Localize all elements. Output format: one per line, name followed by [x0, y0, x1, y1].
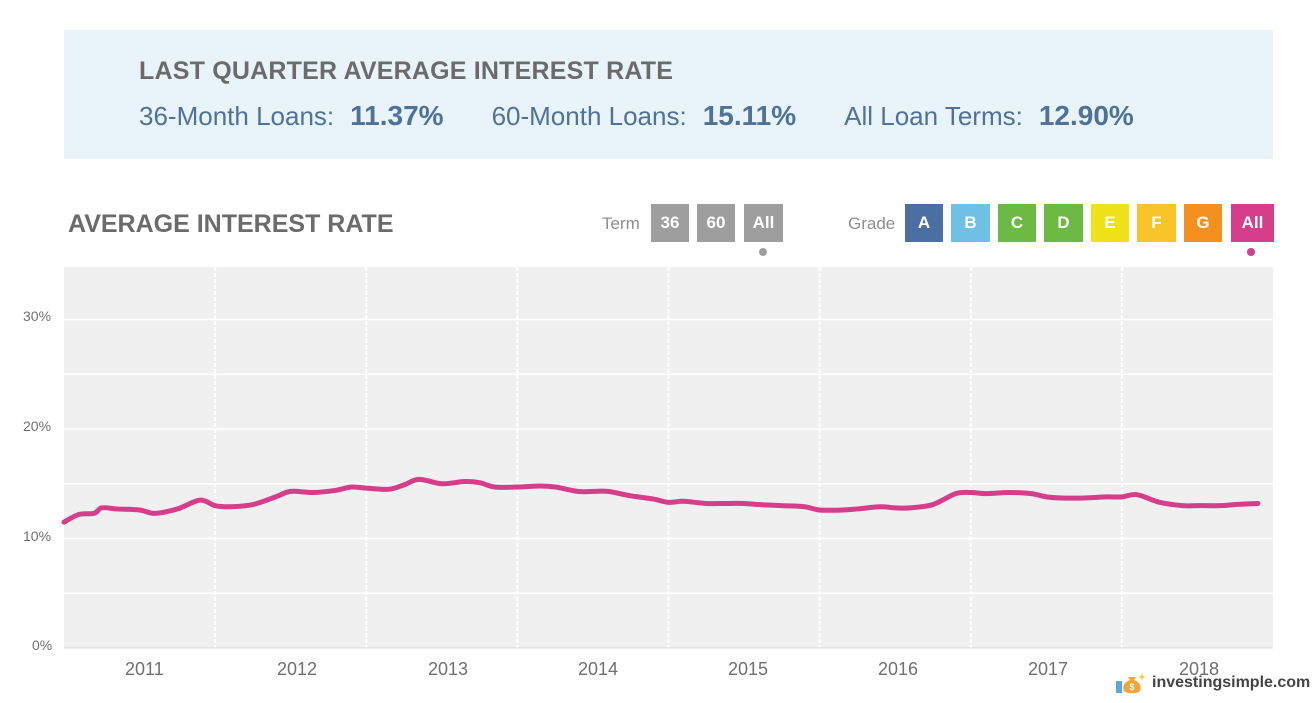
y-tick-label-20: 20% — [23, 418, 52, 434]
x-tick-label-2015: 2015 — [728, 659, 769, 679]
x-tick-label-2016: 2016 — [878, 659, 919, 679]
grade-button-a[interactable]: A — [905, 204, 943, 242]
term-button-36[interactable]: 36 — [651, 204, 689, 242]
series-line-all-grades — [61, 476, 1261, 525]
grade-selected-indicator — [1247, 248, 1255, 256]
x-tick-label-2017: 2017 — [1028, 659, 1069, 679]
stat-all-terms: All Loan Terms: 12.90% — [844, 100, 1134, 132]
x-tick-label-2018: 2018 — [1179, 659, 1220, 679]
x-tick-label-2014: 2014 — [578, 659, 619, 679]
stat-label: All Loan Terms: — [844, 101, 1023, 131]
term-filter-label: Term — [602, 214, 640, 233]
money-bag-icon: $ — [1116, 673, 1146, 694]
grade-filter-label: Grade — [848, 214, 896, 233]
stat-label: 36-Month Loans: — [139, 101, 335, 131]
grade-button-g[interactable]: G — [1184, 204, 1222, 242]
stat-value: 11.37% — [350, 100, 444, 131]
chart-title: AVERAGE INTEREST RATE — [68, 210, 394, 238]
stat-value: 12.90% — [1038, 100, 1134, 131]
y-tick-label-30: 30% — [23, 308, 52, 324]
grade-button-d[interactable]: D — [1044, 204, 1083, 242]
x-tick-label-2012: 2012 — [277, 659, 318, 679]
x-tick-label-2011: 2011 — [125, 659, 164, 679]
stat-value: 15.11% — [702, 100, 797, 131]
stat-label: 60-Month Loans: — [491, 101, 687, 131]
summary-title: LAST QUARTER AVERAGE INTEREST RATE — [139, 57, 674, 85]
brand-name: investingsimple.com — [1152, 674, 1311, 691]
term-selected-indicator — [759, 248, 767, 256]
x-tick-label-2013: 2013 — [428, 659, 469, 679]
term-button-60[interactable]: 60 — [697, 204, 735, 242]
y-tick-label-10: 10% — [23, 528, 52, 544]
grade-button-e[interactable]: E — [1091, 204, 1129, 242]
stat-36-month: 36-Month Loans: 11.37% — [139, 100, 444, 132]
grade-button-all[interactable]: All — [1231, 204, 1274, 242]
summary-stats: 36-Month Loans: 11.37% 60-Month Loans: 1… — [139, 100, 1182, 132]
y-tick-label-0: 0% — [32, 637, 53, 653]
stat-60-month: 60-Month Loans: 15.11% — [492, 100, 797, 132]
svg-text:$: $ — [1129, 682, 1134, 692]
term-button-all[interactable]: All — [744, 204, 783, 242]
grade-button-c[interactable]: C — [998, 204, 1036, 242]
brand-logo: $ investingsimple.com — [1114, 671, 1310, 695]
grade-button-b[interactable]: B — [951, 204, 990, 242]
grade-button-f[interactable]: F — [1137, 204, 1176, 242]
summary-panel: LAST QUARTER AVERAGE INTEREST RATE 36-Mo… — [64, 30, 1273, 159]
